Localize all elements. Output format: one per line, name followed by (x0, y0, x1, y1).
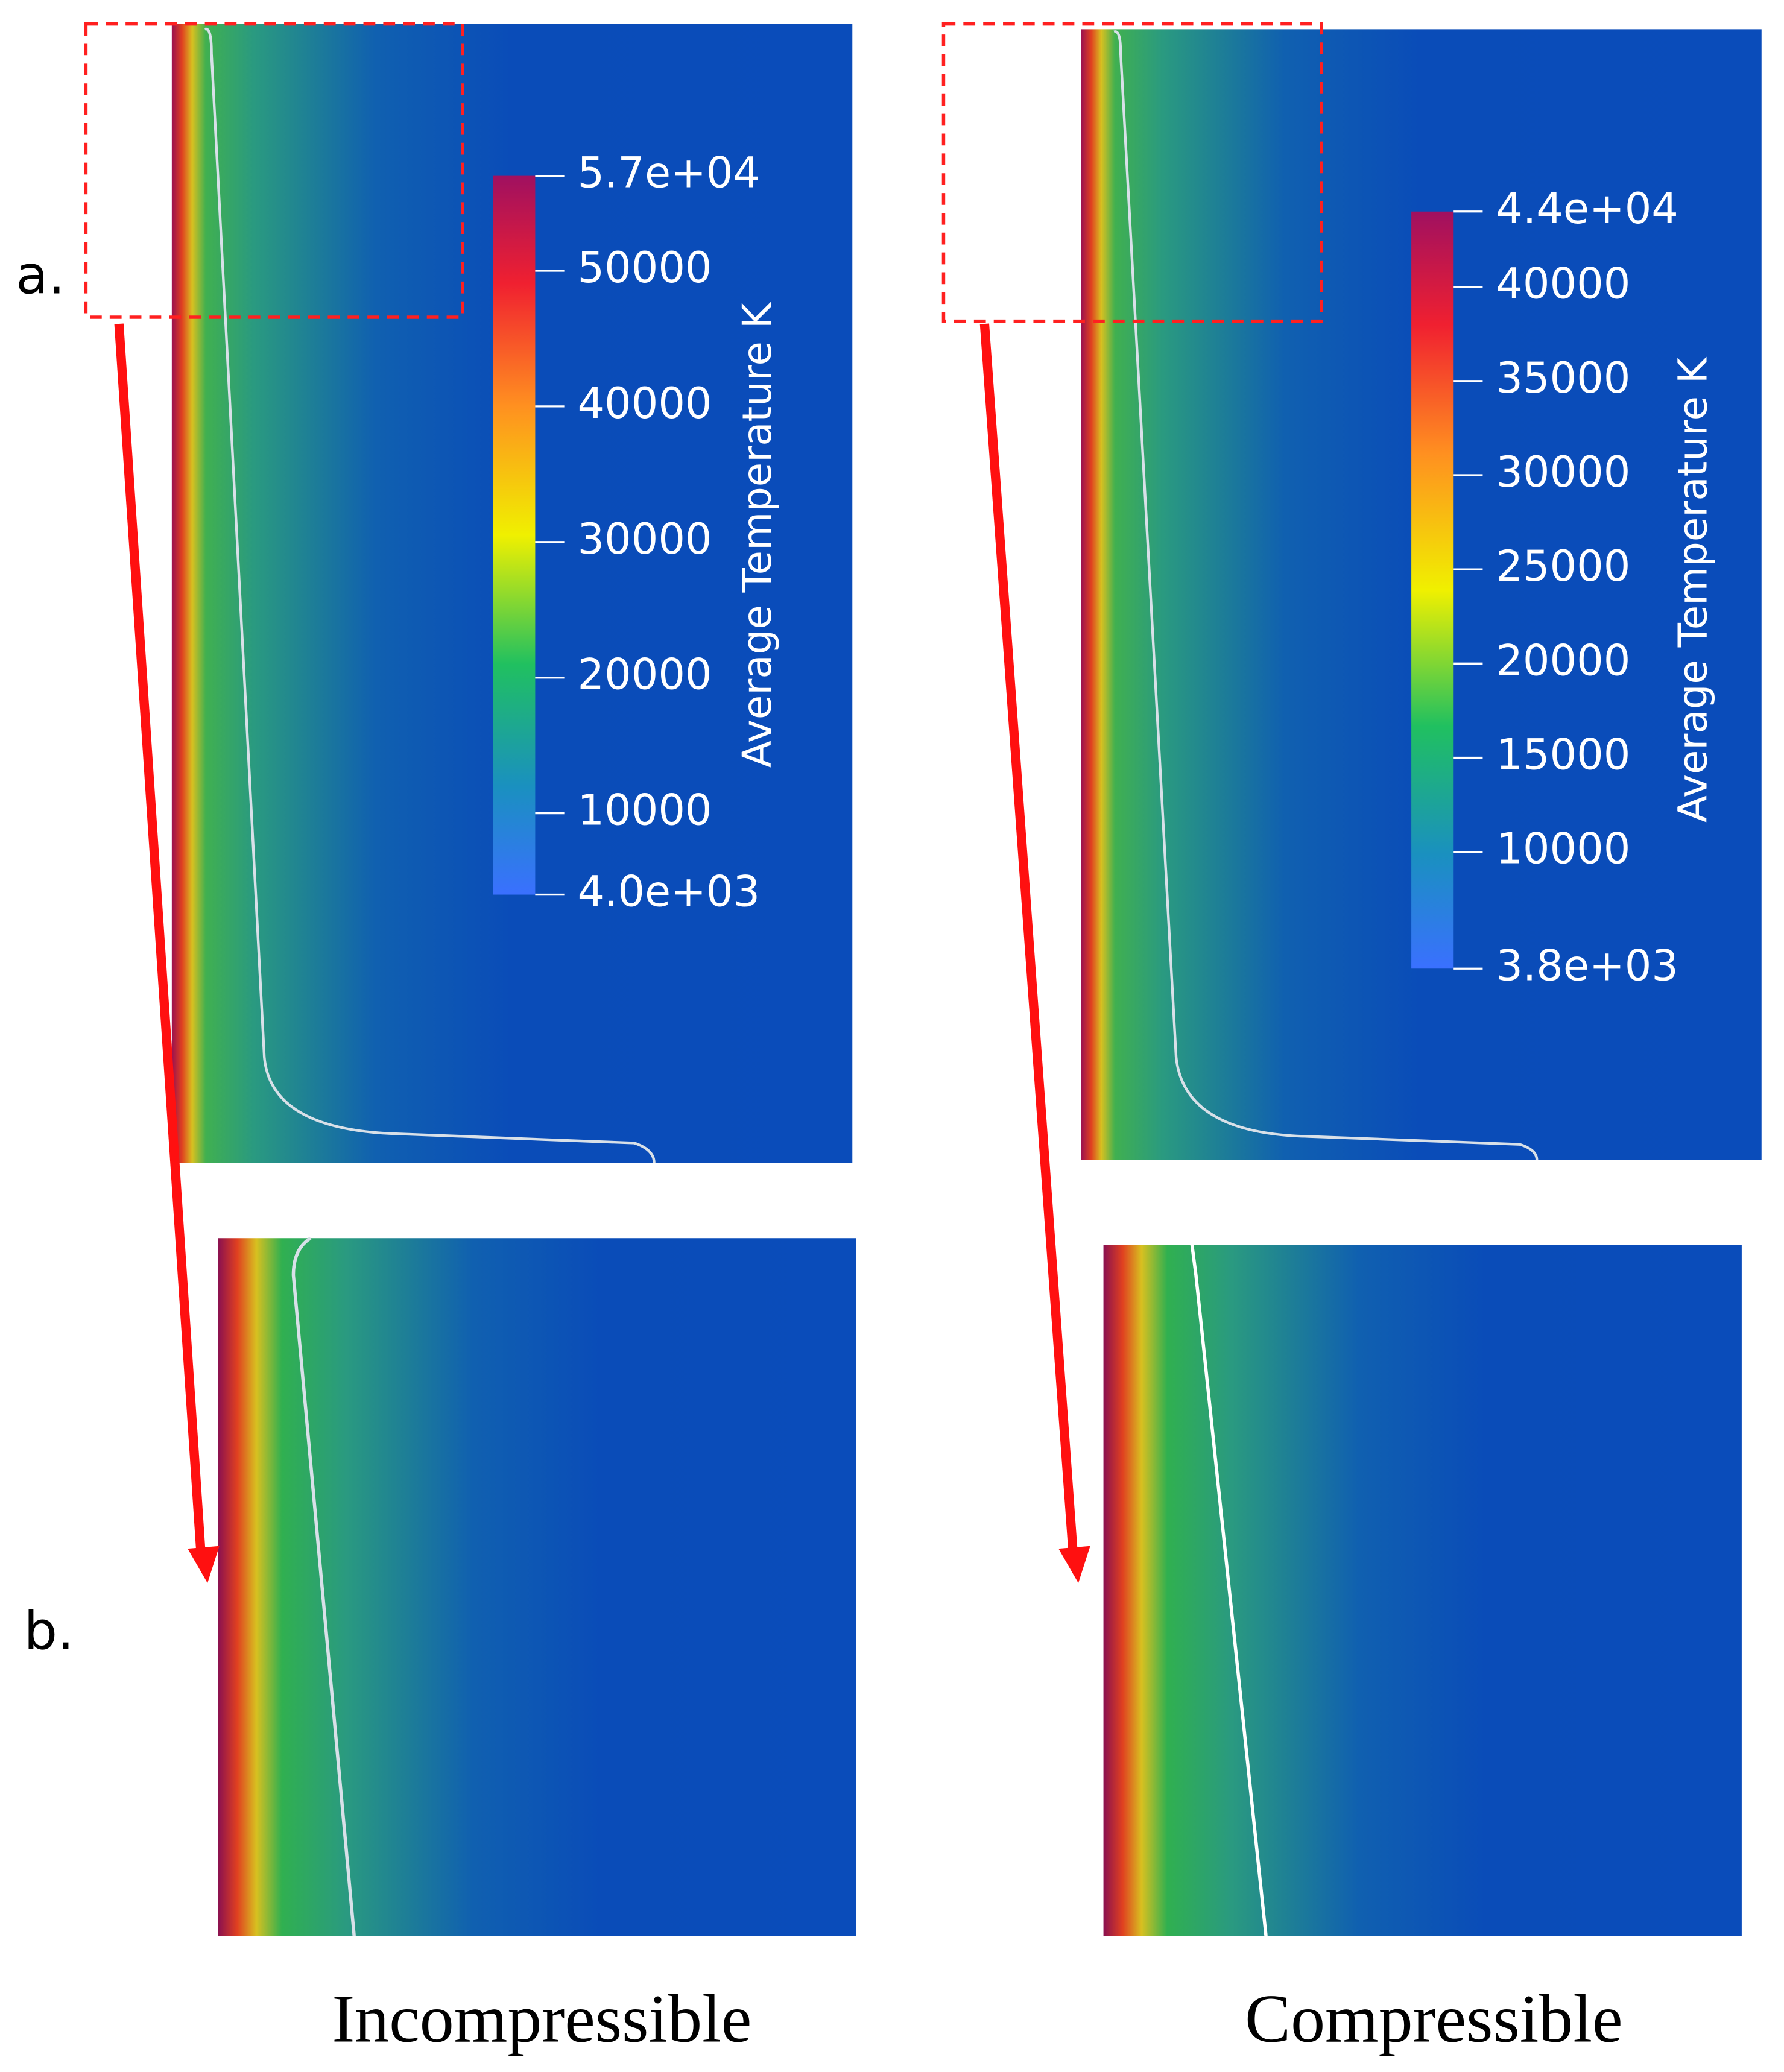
colorbar-title: Average Temperature K (1669, 356, 1716, 823)
caption: Compressible (1245, 1980, 1623, 2056)
colorbar-tick-label: 4.4e+04 (1496, 184, 1678, 233)
colorbar-tick-label: 30000 (1496, 447, 1630, 497)
row-label: a. (16, 245, 65, 306)
arrow-head (1058, 1546, 1090, 1584)
caption: Incompressible (332, 1980, 751, 2056)
colorbar-tick-label: 20000 (1496, 636, 1630, 685)
zoom-plot (1103, 1245, 1742, 1936)
colorbar-tick-label: 20000 (578, 650, 712, 700)
colorbar-title: Average Temperature K (734, 302, 780, 768)
colorbar-tick-label: 30000 (578, 514, 712, 564)
colorbar-tick-label: 4.0e+03 (578, 867, 761, 917)
colorbar-tick-label: 50000 (578, 243, 712, 292)
contour (204, 27, 656, 1163)
colorbar (1411, 211, 1454, 969)
zoom-box (941, 22, 1323, 323)
colorbar-tick-label: 3.8e+03 (1496, 941, 1678, 990)
zoom-plot (218, 1238, 856, 1936)
colorbar-tick-label: 25000 (1496, 542, 1630, 591)
arrow (114, 323, 206, 1553)
colorbar-tick-label: 10000 (1496, 824, 1630, 874)
colorbar-tick-label: 40000 (1496, 259, 1630, 309)
arrow (979, 323, 1078, 1553)
contour (1113, 30, 1539, 1161)
colorbar-tick-label: 10000 (578, 786, 712, 835)
zoom-box (84, 22, 464, 319)
row-label: b. (24, 1600, 74, 1662)
colorbar (493, 175, 536, 895)
contour (291, 1236, 356, 1936)
colorbar-tick-label: 40000 (578, 379, 712, 428)
colorbar-tick-label: 5.7e+04 (578, 148, 761, 198)
colorbar-tick-label: 35000 (1496, 353, 1630, 403)
contour (1190, 1244, 1268, 1936)
colorbar-tick-label: 15000 (1496, 730, 1630, 779)
arrow-head (188, 1546, 220, 1584)
